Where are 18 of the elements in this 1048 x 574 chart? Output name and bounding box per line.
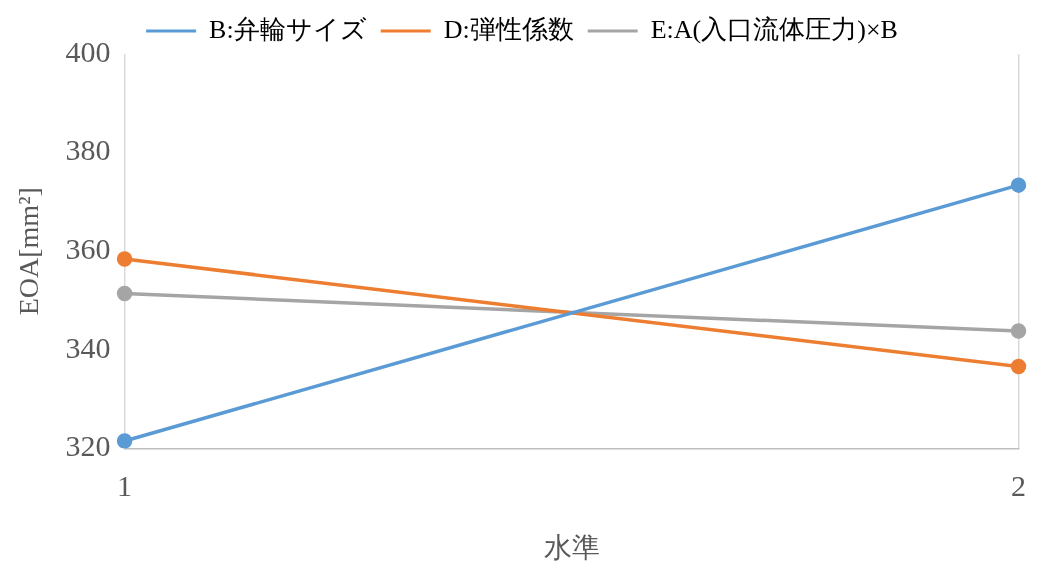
legend-label: B:弁輪サイズ xyxy=(209,14,367,44)
point xyxy=(1010,177,1027,193)
point xyxy=(1010,358,1027,375)
y-tick-label: 380 xyxy=(65,133,111,167)
legend-label: D:弾性係数 xyxy=(443,14,574,44)
y-tick-label: 340 xyxy=(65,330,111,364)
x-axis-title: 水準 xyxy=(543,531,600,563)
y-axis-title: EOA[mm²] xyxy=(13,187,45,316)
y-tick-label: 320 xyxy=(65,429,111,463)
point xyxy=(116,433,133,449)
y-tick-label: 400 xyxy=(65,34,111,68)
x-tick-label: 1 xyxy=(117,469,133,503)
point xyxy=(116,285,133,302)
x-tick-label: 2 xyxy=(1011,469,1026,503)
legend-label: E:A(入口流体圧力)×B xyxy=(650,14,898,44)
point xyxy=(116,251,133,267)
y-tick-label: 360 xyxy=(65,232,111,266)
point xyxy=(1010,323,1027,339)
